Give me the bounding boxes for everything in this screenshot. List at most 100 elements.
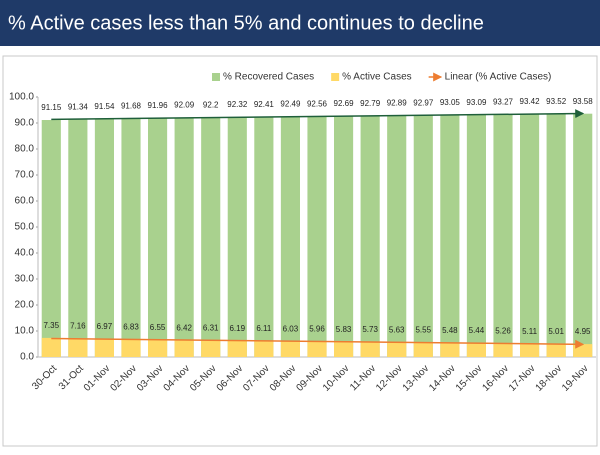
bar xyxy=(41,337,61,357)
data-label: 92.41 xyxy=(254,100,275,109)
data-label: 93.52 xyxy=(546,97,567,106)
bar xyxy=(174,117,194,357)
data-label: 5.96 xyxy=(309,325,325,334)
y-tick-label: 90.0 xyxy=(15,118,35,129)
bar xyxy=(440,115,460,357)
x-tick-label: 13-Nov xyxy=(401,363,432,394)
bar xyxy=(201,117,221,357)
bar xyxy=(280,341,300,357)
x-tick-label: 02-Nov xyxy=(108,363,139,394)
bar xyxy=(227,116,247,357)
bar xyxy=(68,119,88,358)
x-tick-label: 09-Nov xyxy=(294,363,325,394)
bar xyxy=(520,114,540,357)
title-bar xyxy=(0,0,600,46)
bar xyxy=(227,340,247,357)
bar xyxy=(307,116,327,358)
legend-label: % Recovered Cases xyxy=(223,72,314,83)
x-tick-label: 14-Nov xyxy=(427,363,458,394)
y-tick-label: 100.0 xyxy=(9,92,34,103)
data-label: 92.2 xyxy=(203,100,219,109)
y-tick-label: 0.0 xyxy=(20,352,34,363)
bar xyxy=(387,342,407,357)
bar xyxy=(546,343,566,357)
data-label: 6.31 xyxy=(203,324,219,333)
trend-line-recovered xyxy=(51,109,585,121)
bar xyxy=(546,113,566,358)
x-tick-label: 05-Nov xyxy=(188,363,219,394)
data-label: 7.16 xyxy=(70,321,86,330)
x-tick-label: 30-Oct xyxy=(30,363,59,392)
y-tick-label: 80.0 xyxy=(15,144,35,155)
bar xyxy=(413,342,433,357)
bar xyxy=(387,115,407,358)
bar xyxy=(493,114,513,357)
data-label: 5.55 xyxy=(415,326,431,335)
data-label: 93.09 xyxy=(466,98,487,107)
y-tick-label: 10.0 xyxy=(15,326,35,337)
legend-label: Linear (% Active Cases) xyxy=(445,72,552,83)
data-label: 5.26 xyxy=(495,326,511,335)
x-tick-label: 07-Nov xyxy=(241,363,272,394)
bar xyxy=(68,338,88,357)
x-tick-label: 17-Nov xyxy=(507,363,538,394)
bar xyxy=(174,340,194,357)
y-tick-label: 50.0 xyxy=(15,222,35,233)
x-tick-label: 19-Nov xyxy=(560,363,591,394)
data-label: 6.03 xyxy=(283,324,299,333)
x-tick-label: 31-Oct xyxy=(57,363,86,392)
data-label: 5.11 xyxy=(522,327,538,336)
legend-swatch xyxy=(212,73,220,81)
x-tick-label: 01-Nov xyxy=(82,363,113,394)
bar xyxy=(121,339,141,357)
bar xyxy=(520,343,540,357)
bar xyxy=(201,340,221,357)
data-label: 93.42 xyxy=(520,97,541,106)
bar xyxy=(307,341,327,357)
bar xyxy=(360,115,380,357)
x-tick-label: 12-Nov xyxy=(374,363,405,394)
x-tick-label: 16-Nov xyxy=(480,363,511,394)
legend-swatch xyxy=(331,73,340,81)
bar xyxy=(466,114,486,357)
x-tick-label: 18-Nov xyxy=(534,363,565,394)
data-label: 92.79 xyxy=(360,99,381,108)
y-tick-label: 20.0 xyxy=(15,300,35,311)
bar xyxy=(413,115,433,357)
legend-label: % Active Cases xyxy=(342,72,411,83)
y-tick-label: 70.0 xyxy=(15,170,35,181)
data-label: 5.63 xyxy=(389,325,405,334)
data-label: 5.83 xyxy=(336,325,352,334)
chart-border xyxy=(2,55,598,447)
data-label: 91.15 xyxy=(41,103,62,112)
bar xyxy=(440,342,460,357)
bar xyxy=(280,116,300,357)
data-label: 5.48 xyxy=(442,326,458,335)
chart-title: % Active cases less than 5% and continue… xyxy=(8,12,484,34)
bar xyxy=(41,120,61,357)
bar xyxy=(334,341,354,357)
x-tick-label: 03-Nov xyxy=(135,363,166,394)
data-label: 5.73 xyxy=(362,325,378,334)
data-label: 92.69 xyxy=(334,99,355,108)
data-label: 92.89 xyxy=(387,99,408,108)
data-label: 5.44 xyxy=(469,326,485,335)
data-label: 92.56 xyxy=(307,99,328,108)
data-label: 6.19 xyxy=(229,324,245,333)
bar xyxy=(573,113,593,357)
data-label: 91.96 xyxy=(148,101,169,110)
x-tick-label: 15-Nov xyxy=(454,363,485,394)
data-label: 7.35 xyxy=(43,321,59,330)
bar xyxy=(334,116,354,357)
data-label: 6.83 xyxy=(123,322,139,331)
y-tick-label: 60.0 xyxy=(15,196,35,207)
data-label: 93.27 xyxy=(493,98,514,107)
bar xyxy=(94,338,114,357)
bar xyxy=(94,118,114,357)
data-label: 93.05 xyxy=(440,98,461,107)
data-label: 6.11 xyxy=(256,324,272,333)
data-label: 4.95 xyxy=(575,327,591,336)
data-label: 91.34 xyxy=(68,103,89,112)
bar xyxy=(148,117,168,358)
